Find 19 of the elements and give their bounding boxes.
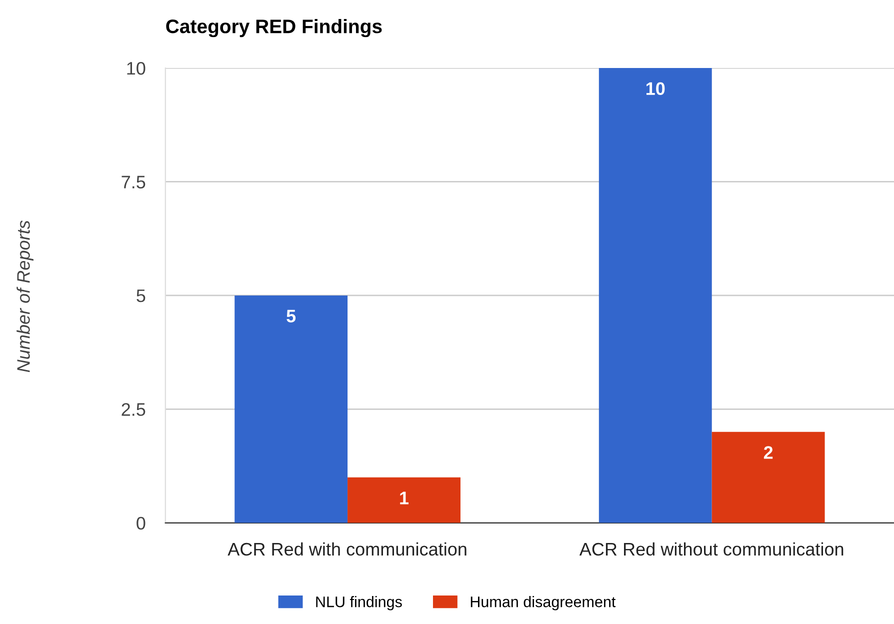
chart-title: Category RED Findings <box>166 18 382 38</box>
y-tick-label: 10 <box>127 62 146 75</box>
bar <box>234 295 348 523</box>
y-tick-label: 5 <box>136 290 146 302</box>
data-label: 5 <box>286 310 296 322</box>
x-tick-label: ACR Red with communication <box>228 542 466 556</box>
legend-label: NLU findings <box>316 596 402 610</box>
bar <box>348 477 460 523</box>
y-tick-label: 2.5 <box>122 403 146 416</box>
bar <box>712 432 825 523</box>
legend-label: Human disagreement <box>470 596 616 610</box>
y-tick-label: 0 <box>136 516 146 530</box>
data-label: 10 <box>646 82 665 96</box>
bar <box>598 68 712 523</box>
data-label: 2 <box>764 446 773 459</box>
y-axis-title: Number of Reports <box>16 220 34 372</box>
x-tick-label: ACR Red without communication <box>579 542 844 556</box>
y-tick-label: 7.5 <box>122 176 146 188</box>
data-label: 1 <box>400 492 409 504</box>
